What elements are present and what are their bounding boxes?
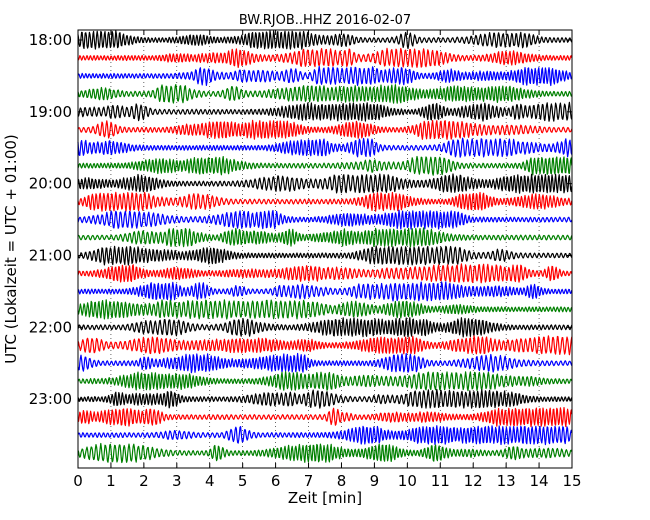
x-tick-label: 13: [497, 472, 516, 490]
seismic-trace: [77, 83, 572, 104]
x-tick-label: 11: [431, 472, 450, 490]
chart-title: BW.RJOB..HHZ 2016-02-07: [239, 13, 411, 28]
x-tick-label: 0: [73, 472, 83, 490]
x-tick-label: 6: [271, 472, 281, 490]
seismic-trace: [77, 299, 573, 320]
y-tick-label: 23:00: [29, 390, 72, 408]
x-tick-label: 15: [562, 472, 581, 490]
seismic-trace: [77, 388, 573, 409]
x-tick-label: 2: [139, 472, 149, 490]
seismic-trace: [77, 245, 573, 266]
seismic-trace: [77, 30, 573, 50]
seismic-trace: [77, 425, 573, 446]
seismic-trace: [77, 371, 573, 392]
x-tick-label: 7: [304, 472, 314, 490]
seismic-trace: [77, 442, 573, 464]
seismic-trace: [77, 335, 573, 356]
seismic-trace: [77, 352, 573, 374]
seismic-trace: [77, 155, 573, 176]
seismic-trace: [77, 281, 573, 302]
seismic-trace: [77, 191, 573, 212]
seismic-trace: [77, 119, 573, 140]
x-tick-label: 12: [464, 472, 483, 490]
seismic-trace: [77, 65, 572, 87]
x-tick-label: 4: [205, 472, 215, 490]
x-tick-label: 1: [106, 472, 116, 490]
seismic-trace: [77, 227, 573, 248]
x-axis-label: Zeit [min]: [288, 489, 362, 507]
seismic-trace: [77, 317, 573, 338]
x-tick-label: 5: [238, 472, 248, 490]
seismic-trace: [77, 173, 573, 194]
seismic-trace: [77, 47, 573, 69]
x-axis: 0 1 2 3 4 5 6 7 8 9 10 11 12 13 14 15: [73, 30, 582, 490]
y-tick-label: 21:00: [29, 246, 72, 264]
x-tick-label: 10: [398, 472, 417, 490]
x-tick-label: 3: [172, 472, 182, 490]
x-tick-label: 9: [370, 472, 380, 490]
plot-frame: [77, 29, 573, 469]
y-axis-label: UTC (Lokalzeit = UTC + 01:00): [2, 134, 20, 364]
seismic-trace: [77, 137, 573, 158]
x-tick-label: 14: [530, 472, 549, 490]
x-tick-label: 8: [337, 472, 347, 490]
y-axis: 18:00 19:00 20:00 21:00 22:00 23:00: [29, 31, 572, 408]
y-tick-label: 22:00: [29, 318, 72, 336]
traces: [77, 30, 573, 464]
y-tick-label: 20:00: [29, 175, 72, 193]
y-tick-label: 18:00: [29, 31, 72, 49]
seismic-trace: [77, 209, 573, 230]
seismic-trace: [77, 407, 573, 428]
y-tick-label: 19:00: [29, 103, 72, 121]
seismic-trace: [77, 263, 573, 284]
seismic-trace: [77, 101, 573, 122]
